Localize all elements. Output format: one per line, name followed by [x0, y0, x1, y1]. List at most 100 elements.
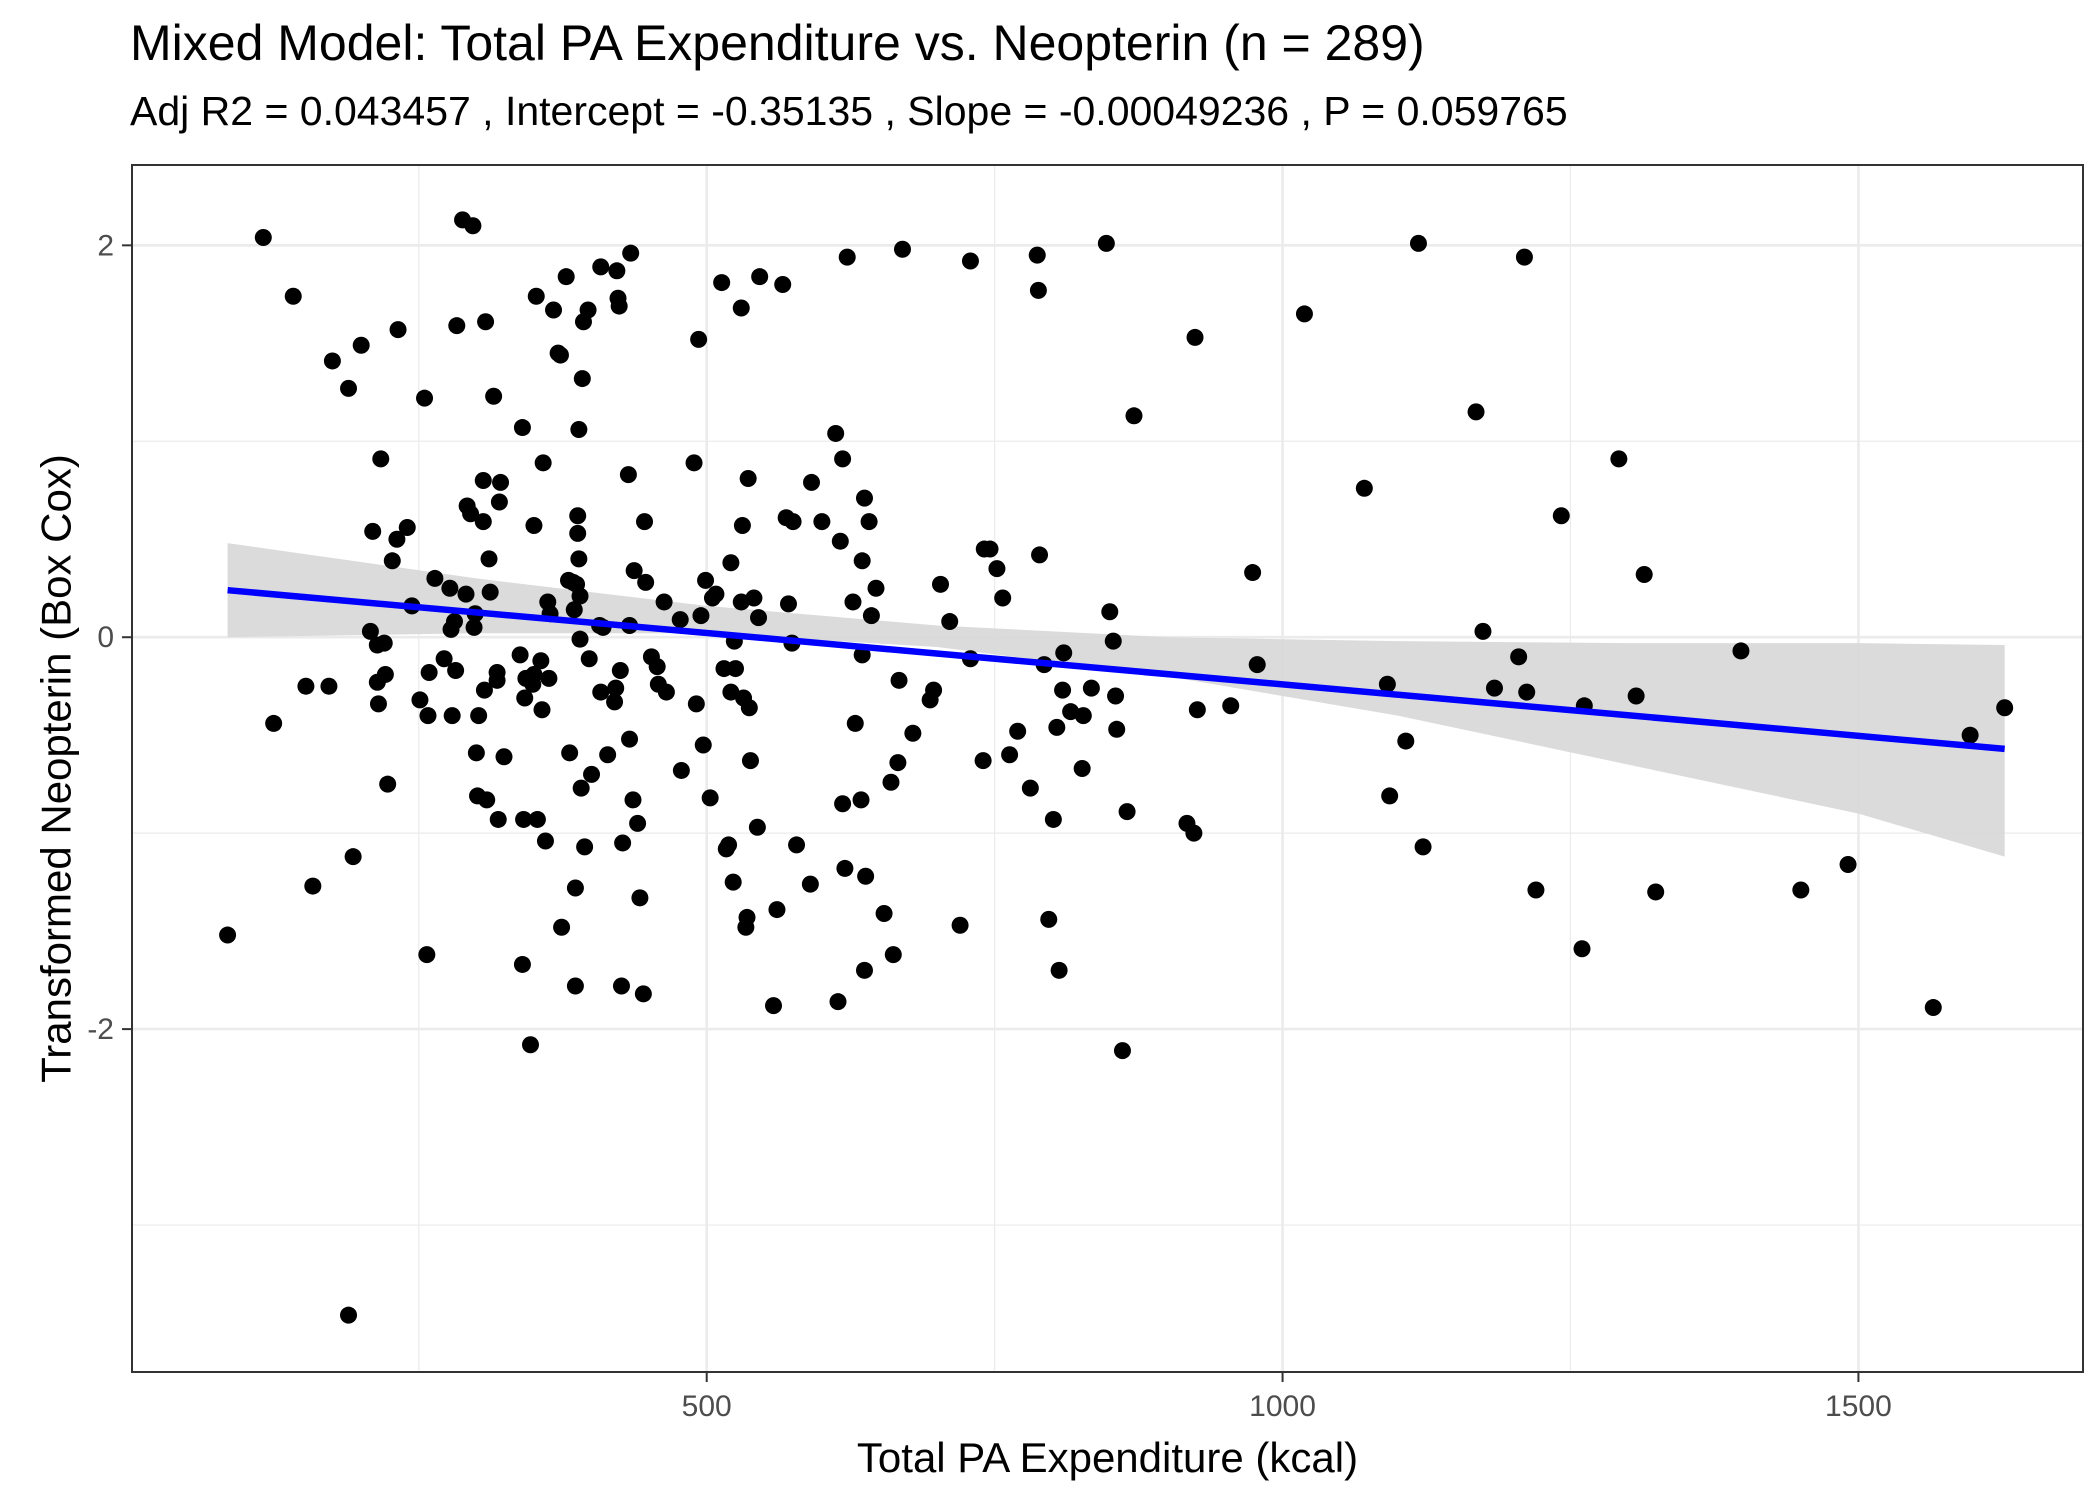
data-point: [566, 977, 584, 995]
data-point: [694, 736, 712, 754]
data-point: [621, 730, 639, 748]
data-point: [657, 683, 675, 701]
data-point: [827, 424, 845, 442]
data-point: [1552, 507, 1570, 525]
data-point: [489, 810, 507, 828]
data-point: [1647, 883, 1665, 901]
data-point: [687, 695, 705, 713]
data-point: [862, 607, 880, 625]
data-point: [254, 228, 272, 246]
x-tick-label: 1500: [1825, 1390, 1892, 1423]
data-point: [606, 693, 624, 711]
data-point: [478, 791, 496, 809]
data-point: [1031, 546, 1049, 564]
data-point: [569, 524, 587, 542]
data-point: [1125, 407, 1143, 425]
data-point: [1244, 564, 1262, 582]
data-point: [448, 317, 466, 335]
y-tick-label: 0: [97, 621, 114, 654]
data-point: [1050, 961, 1068, 979]
data-point: [981, 540, 999, 558]
data-point: [576, 838, 594, 856]
data-point: [1097, 234, 1115, 252]
data-point: [553, 918, 571, 936]
data-point: [829, 993, 847, 1011]
data-point: [1527, 881, 1545, 899]
data-point: [813, 513, 831, 531]
data-point: [925, 681, 943, 699]
data-point: [364, 522, 382, 540]
data-point: [1185, 824, 1203, 842]
data-point: [629, 814, 647, 832]
data-point: [1104, 632, 1122, 650]
data-point: [565, 601, 583, 619]
data-point: [418, 946, 436, 964]
data-point: [525, 517, 543, 535]
axis-ticks: 500 1000 1500 -2 0 2: [87, 229, 1891, 1423]
data-point: [388, 530, 406, 548]
data-point: [1397, 732, 1415, 750]
data-point: [784, 513, 802, 531]
data-point: [572, 779, 590, 797]
data-point: [340, 379, 358, 397]
data-point: [528, 810, 546, 828]
y-tick-label: 2: [97, 229, 114, 262]
data-point: [1054, 681, 1072, 699]
data-point: [1518, 683, 1536, 701]
data-point: [1101, 603, 1119, 621]
data-point: [1074, 707, 1092, 725]
data-point: [1510, 648, 1528, 666]
data-point: [561, 744, 579, 762]
data-point: [492, 473, 510, 491]
data-point: [1355, 479, 1373, 497]
y-tick-label: -2: [87, 1013, 114, 1046]
data-point: [1295, 305, 1313, 323]
data-point: [569, 507, 587, 525]
data-point: [457, 585, 475, 603]
data-point: [788, 836, 806, 854]
data-point: [1082, 679, 1100, 697]
x-axis-title: Total PA Expenditure (kcal): [857, 1434, 1358, 1481]
data-point: [1222, 697, 1240, 715]
data-point: [748, 818, 766, 836]
data-point: [1378, 675, 1396, 693]
data-point: [834, 450, 852, 468]
data-point: [592, 683, 610, 701]
data-point: [475, 681, 493, 699]
data-point: [435, 650, 453, 668]
x-tick-label: 500: [682, 1390, 732, 1423]
data-point: [726, 660, 744, 678]
data-point: [579, 301, 597, 319]
data-point: [1108, 720, 1126, 738]
data-point: [890, 671, 908, 689]
data-point: [846, 714, 864, 732]
data-point: [745, 589, 763, 607]
data-point: [1409, 234, 1427, 252]
data-point: [622, 244, 640, 262]
data-point: [516, 689, 534, 707]
confidence-band: [227, 543, 2005, 857]
data-point: [527, 287, 545, 305]
data-point: [671, 611, 689, 629]
data-point: [801, 875, 819, 893]
data-point: [853, 552, 871, 570]
data-point: [852, 791, 870, 809]
data-point: [974, 752, 992, 770]
data-point: [570, 421, 588, 439]
data-point: [534, 454, 552, 472]
data-point: [573, 370, 591, 388]
data-point: [720, 836, 738, 854]
data-point: [375, 634, 393, 652]
data-point: [474, 471, 492, 489]
data-point: [304, 877, 322, 895]
data-point: [768, 901, 786, 919]
data-point: [1635, 566, 1653, 584]
data-point: [690, 330, 708, 348]
data-point: [844, 593, 862, 611]
data-point: [1021, 779, 1039, 797]
data-point: [889, 754, 907, 772]
data-point: [1044, 810, 1062, 828]
data-point: [610, 297, 628, 315]
data-point: [462, 505, 480, 523]
